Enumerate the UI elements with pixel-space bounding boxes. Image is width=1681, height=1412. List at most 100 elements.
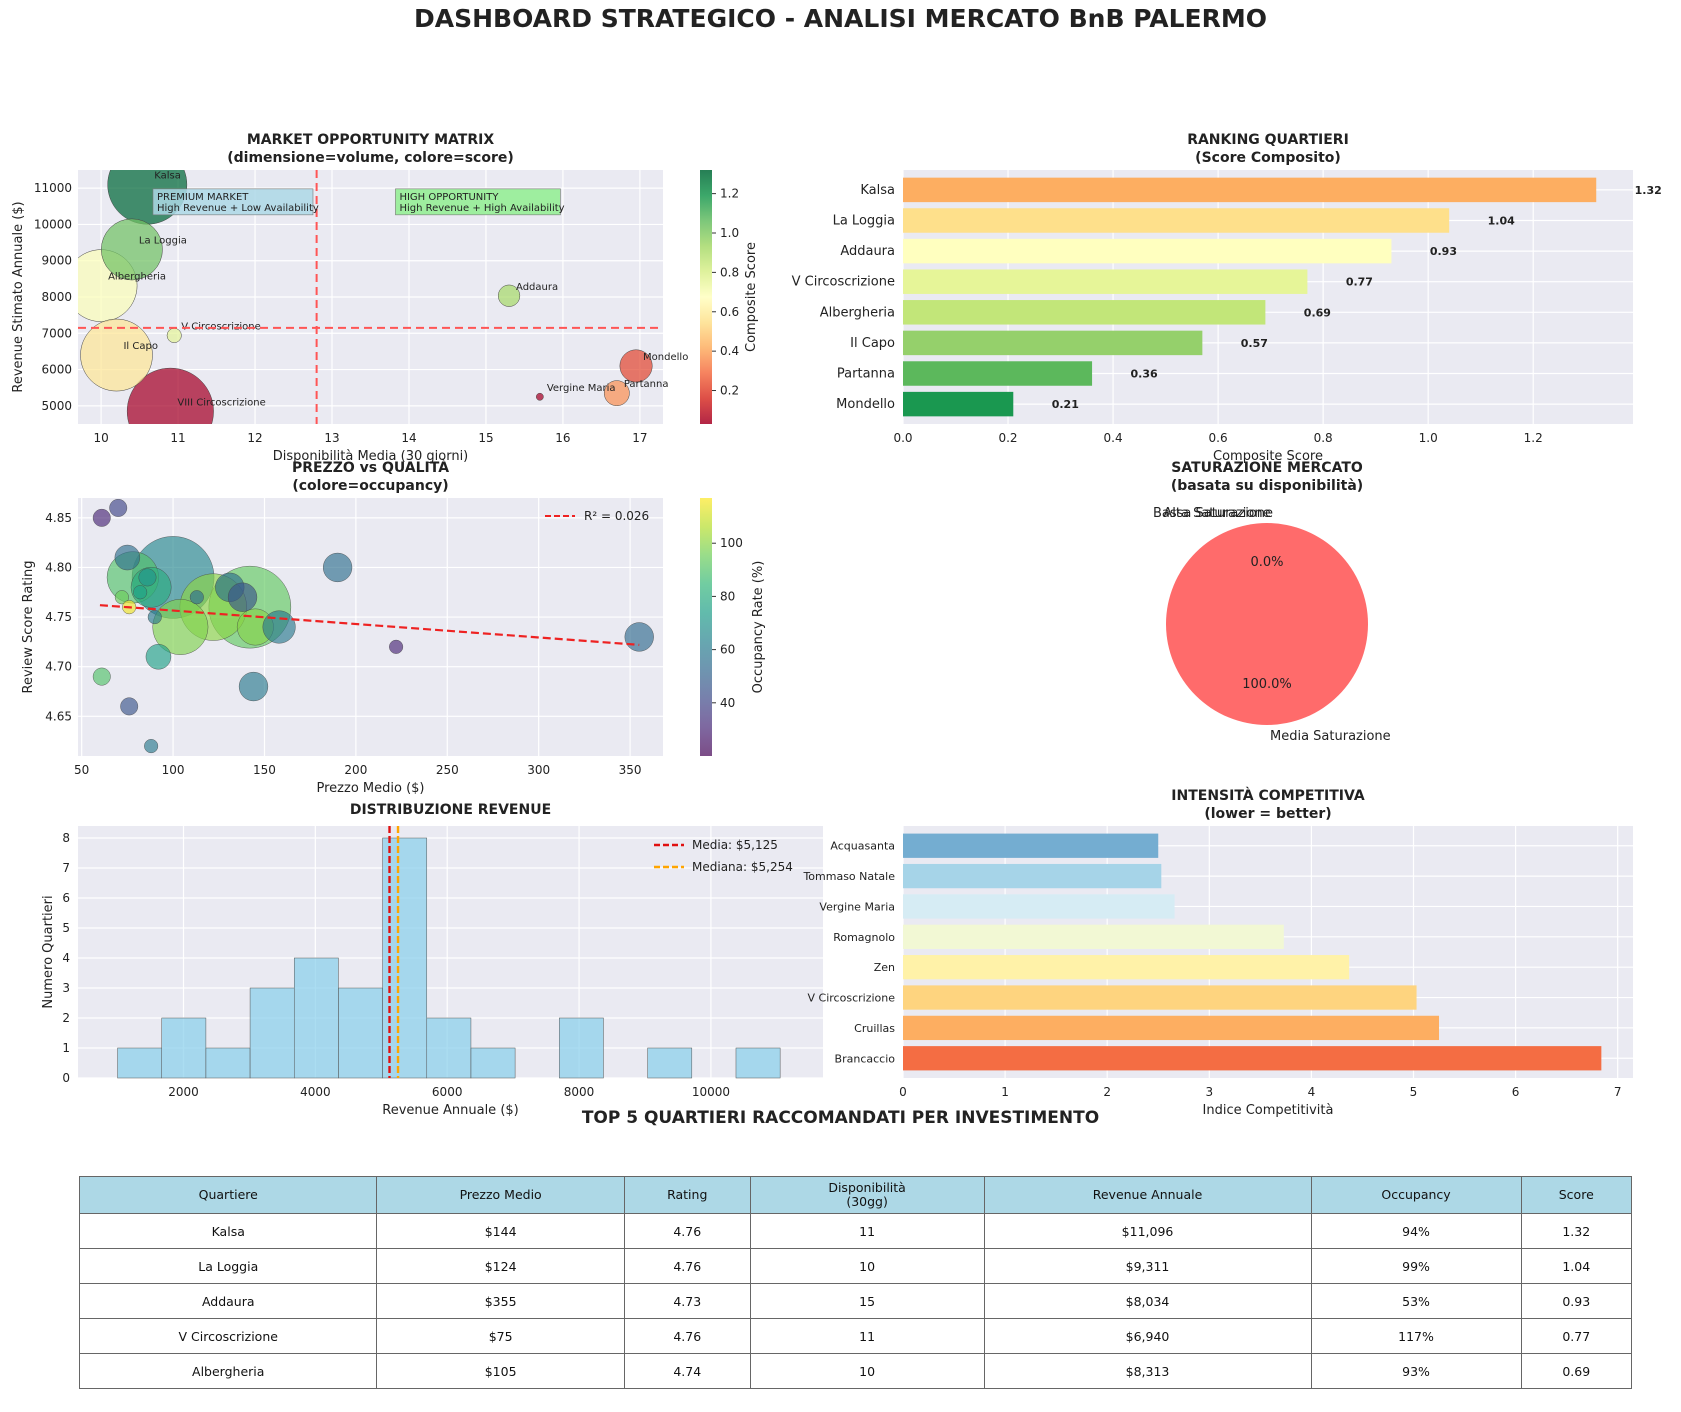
value-label: 0.69 — [1304, 306, 1331, 319]
category-label: Romagnolo — [833, 931, 895, 944]
bar-la-loggia — [903, 208, 1450, 233]
x-tick-label: 12 — [247, 431, 262, 445]
x-axis-label: Disponibilità Media (30 giorni) — [273, 449, 469, 464]
x-tick-label: 4 — [1308, 1085, 1316, 1099]
histogram-bar — [559, 1017, 604, 1079]
bar-tommaso-natale — [903, 863, 1162, 889]
table-cell: V Circoscrizione — [78, 1318, 378, 1354]
chart-subtitle: (Score Composito) — [1195, 150, 1341, 166]
x-tick-label: 6000 — [432, 1085, 463, 1099]
table-header-cell: Score — [1520, 1176, 1633, 1214]
table-cell: $124 — [376, 1248, 625, 1284]
slice-label: Media Saturazione — [1270, 729, 1391, 744]
table-cell: 11 — [749, 1213, 985, 1249]
histogram-bar — [249, 987, 295, 1079]
point-label: Vergine Maria — [547, 383, 616, 394]
annotation-text: PREMIUM MARKET — [157, 192, 249, 203]
category-label: Il Capo — [850, 336, 895, 351]
point-label: Kalsa — [154, 171, 181, 182]
plot-area — [903, 826, 1633, 1078]
table-cell: $9,311 — [983, 1248, 1312, 1284]
point-label: Il Capo — [123, 341, 157, 352]
chart-subtitle: (colore=occupancy) — [292, 478, 448, 494]
table-cell: 0.93 — [1520, 1283, 1633, 1319]
scatter-point — [152, 599, 209, 655]
x-tick-label: 6 — [1512, 1085, 1520, 1099]
y-tick-label: 0 — [62, 1071, 70, 1085]
bar-v-circoscrizione — [903, 985, 1417, 1010]
x-tick-label: 14 — [401, 431, 416, 445]
table-header-cell: Rating — [623, 1176, 751, 1214]
table-title: TOP 5 QUARTIERI RACCOMANDATI PER INVESTI… — [581, 1108, 1100, 1128]
table-header-cell: Revenue Annuale — [983, 1176, 1312, 1214]
chart-title: RANKING QUARTIERI — [1187, 132, 1349, 148]
category-label: Zen — [874, 961, 895, 974]
y-tick-label: 1 — [62, 1041, 70, 1055]
histogram-bar — [647, 1047, 693, 1079]
chart-title: DISTRIBUZIONE REVENUE — [350, 802, 551, 818]
colorbar — [700, 498, 712, 756]
bar-albergheria — [903, 300, 1266, 325]
bar-romagnolo — [903, 924, 1284, 949]
scatter-points — [78, 170, 653, 424]
plot-area — [903, 170, 1633, 424]
x-axis-label: Composite Score — [1213, 449, 1323, 464]
bar-zen — [903, 955, 1350, 980]
x-tick-label: 0.4 — [1104, 431, 1123, 445]
table-cell: 10 — [749, 1248, 985, 1284]
scatter-point — [322, 552, 353, 583]
table-header-cell: Occupancy — [1310, 1176, 1522, 1214]
y-tick-label: 4.75 — [45, 610, 72, 624]
bubble-viii-circoscrizione — [126, 367, 214, 424]
x-tick-label: 11 — [170, 431, 185, 445]
x-tick-label: 300 — [527, 763, 550, 777]
scatter-point — [238, 671, 269, 702]
x-axis-label: Indice Competitività — [1203, 1103, 1334, 1118]
x-tick-label: 1 — [1001, 1085, 1009, 1099]
x-tick-label: 1.2 — [1524, 431, 1543, 445]
y-tick-label: 6000 — [41, 363, 72, 377]
histogram-bar — [161, 1017, 207, 1079]
chart-title: SATURAZIONE MERCATO — [1171, 460, 1363, 476]
bubble-il-capo — [80, 318, 153, 392]
category-label: V Circoscrizione — [792, 275, 895, 290]
x-tick-label: 4000 — [300, 1085, 331, 1099]
x-tick-label: 0 — [899, 1085, 907, 1099]
category-label: Partanna — [837, 367, 895, 382]
legend-label: R² = 0.026 — [584, 509, 649, 523]
x-tick-label: 7 — [1614, 1085, 1622, 1099]
y-tick-label: 8000 — [41, 290, 72, 304]
colorbar-tick-label: 100 — [720, 536, 743, 550]
y-tick-label: 5 — [62, 921, 70, 935]
chart-title: MARKET OPPORTUNITY MATRIX — [247, 132, 494, 148]
value-label: 0.21 — [1052, 398, 1079, 411]
bar-partanna — [903, 361, 1093, 386]
scatter-point — [109, 499, 128, 517]
histogram-bar — [205, 1047, 251, 1079]
pie-slice-media — [1166, 523, 1368, 725]
histogram-bar — [735, 1047, 781, 1079]
x-tick-label: 0.8 — [1314, 431, 1333, 445]
annotation-text: HIGH OPPORTUNITY — [399, 192, 499, 203]
x-tick-label: 15 — [478, 431, 493, 445]
chart-subtitle: (dimensione=volume, colore=score) — [227, 150, 514, 166]
chart-title: INTENSITÀ COMPETITIVA — [1171, 787, 1365, 804]
table-cell: 0.69 — [1520, 1353, 1633, 1389]
annotation-box — [395, 188, 561, 216]
y-tick-label: 4.70 — [45, 660, 72, 674]
y-axis-label: Numero Quartieri — [41, 895, 56, 1008]
bar-mondello — [903, 391, 1014, 417]
scatter-point — [92, 508, 111, 527]
bar-kalsa — [903, 177, 1597, 203]
point-label: V Circoscrizione — [181, 321, 261, 332]
colorbar-tick-label: 40 — [720, 696, 735, 710]
category-label: Kalsa — [860, 183, 895, 198]
table-cell: 11 — [749, 1318, 985, 1354]
bubble-mondello — [619, 349, 653, 383]
table-row: Kalsa $144 4.76 11 $11,096 94% 1.32 — [78, 1213, 1633, 1249]
scatter-point — [147, 610, 162, 625]
scatter-point — [138, 568, 157, 587]
x-tick-label: 250 — [436, 763, 459, 777]
y-axis-label: Review Score Rating — [21, 561, 36, 694]
